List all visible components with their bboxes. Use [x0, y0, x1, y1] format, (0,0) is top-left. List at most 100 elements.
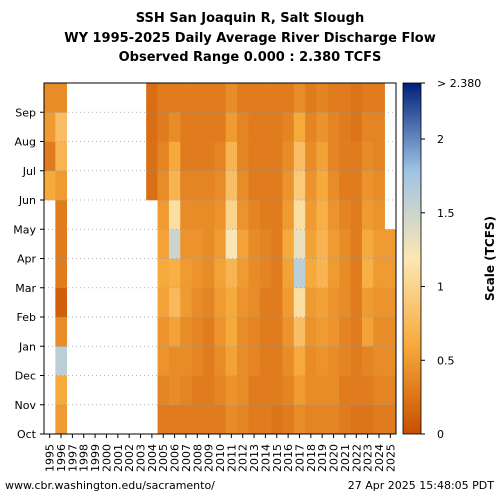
heatmap-cell — [327, 83, 340, 113]
heatmap-cell — [146, 141, 158, 172]
y-tick-label: Aug — [15, 136, 36, 149]
heatmap-cell — [168, 346, 181, 376]
heatmap-cell — [282, 83, 295, 113]
heatmap-cell — [327, 112, 340, 142]
heatmap-cell — [350, 170, 363, 201]
heatmap-cell — [282, 258, 295, 289]
heatmap-cell — [55, 258, 67, 289]
heatmap-cell — [55, 200, 67, 230]
x-tick-label: 2011 — [225, 444, 238, 472]
heatmap-cell — [180, 258, 192, 289]
heatmap-cell — [282, 287, 295, 318]
heatmap-cell — [305, 83, 317, 113]
heatmap-cell — [361, 229, 374, 259]
heatmap-cell — [157, 375, 170, 406]
heatmap-cell — [157, 346, 170, 376]
heatmap-cell — [237, 404, 249, 435]
heatmap-cell — [271, 83, 283, 113]
x-tick-label: 2005 — [157, 444, 170, 472]
heatmap-cell — [316, 83, 329, 113]
heatmap-cell — [259, 83, 272, 113]
heatmap-cell — [168, 375, 181, 406]
heatmap-cell — [180, 200, 192, 230]
heatmap-cell — [248, 317, 261, 347]
x-tick-label: 2024 — [373, 444, 386, 472]
heatmap-cell — [350, 317, 363, 347]
heatmap-cell — [168, 170, 181, 201]
heatmap-cell — [259, 317, 272, 347]
heatmap-cell — [157, 141, 170, 172]
heatmap-cell — [373, 83, 385, 113]
x-tick-label: 2020 — [328, 444, 341, 472]
heatmap-cell — [327, 287, 340, 318]
heatmap-cell — [202, 141, 215, 172]
heatmap-cell — [305, 200, 317, 230]
heatmap-cell — [191, 404, 204, 435]
heatmap-cell — [384, 258, 397, 289]
heatmap-cell — [214, 404, 226, 435]
heatmap-cell — [305, 375, 317, 406]
heatmap-cell — [316, 258, 329, 289]
x-tick-label: 2023 — [362, 444, 375, 472]
heatmap-cell — [214, 141, 226, 172]
heatmap-cell — [293, 317, 306, 347]
y-tick-label: Oct — [17, 428, 37, 441]
heatmap-cell — [361, 200, 374, 230]
heatmap-cell — [259, 141, 272, 172]
heatmap-cell — [214, 317, 226, 347]
heatmap-cell — [168, 317, 181, 347]
heatmap-cell — [350, 112, 363, 142]
heatmap-cell — [327, 404, 340, 435]
heatmap-cell — [259, 404, 272, 435]
heatmap-cell — [157, 229, 170, 259]
heatmap-cell — [373, 141, 385, 172]
heatmap-cell — [282, 346, 295, 376]
heatmap-cell — [225, 83, 238, 113]
heatmap-cell — [373, 112, 385, 142]
heatmap-cell — [373, 287, 385, 318]
heatmap-cell — [44, 112, 56, 142]
heatmap-cell — [44, 170, 56, 201]
heatmap-cell — [361, 170, 374, 201]
heatmap-cell — [350, 83, 363, 113]
x-tick-label: 1995 — [44, 444, 57, 472]
heatmap-cell — [282, 229, 295, 259]
heatmap-cell — [316, 229, 329, 259]
heatmap-cell — [384, 375, 397, 406]
colorbar — [402, 82, 422, 435]
heatmap-cell — [293, 287, 306, 318]
heatmap-cell — [225, 287, 238, 318]
heatmap-cell — [248, 258, 261, 289]
heatmap-cell — [248, 200, 261, 230]
heatmap-cell — [282, 141, 295, 172]
heatmap-cell — [248, 141, 261, 172]
heatmap-cell — [339, 317, 351, 347]
heatmap-cell — [214, 375, 226, 406]
heatmap-cell — [225, 375, 238, 406]
heatmap-cell — [350, 287, 363, 318]
heatmap-cell — [384, 404, 397, 435]
heatmap-cell — [180, 287, 192, 318]
heatmap-cell — [214, 83, 226, 113]
heatmap-cell — [191, 83, 204, 113]
heatmap-cell — [293, 375, 306, 406]
heatmap-cell — [259, 375, 272, 406]
x-tick-label: 2004 — [146, 444, 159, 472]
heatmap-cell — [168, 200, 181, 230]
heatmap-cell — [168, 112, 181, 142]
heatmap-cell — [157, 112, 170, 142]
heatmap-cell — [305, 404, 317, 435]
heatmap-cell — [157, 287, 170, 318]
colorbar-tick-label: 0.5 — [437, 354, 455, 367]
heatmap-cell — [225, 229, 238, 259]
heatmap-cell — [339, 258, 351, 289]
x-tick-label: 2018 — [305, 444, 318, 472]
heatmap-cell — [361, 287, 374, 318]
heatmap-cell — [180, 404, 192, 435]
y-tick-label: Jan — [18, 340, 36, 353]
heatmap-cell — [191, 287, 204, 318]
heatmap-cell — [225, 112, 238, 142]
heatmap-cell — [55, 170, 67, 201]
heatmap-cell — [373, 317, 385, 347]
heatmap-cell — [237, 170, 249, 201]
